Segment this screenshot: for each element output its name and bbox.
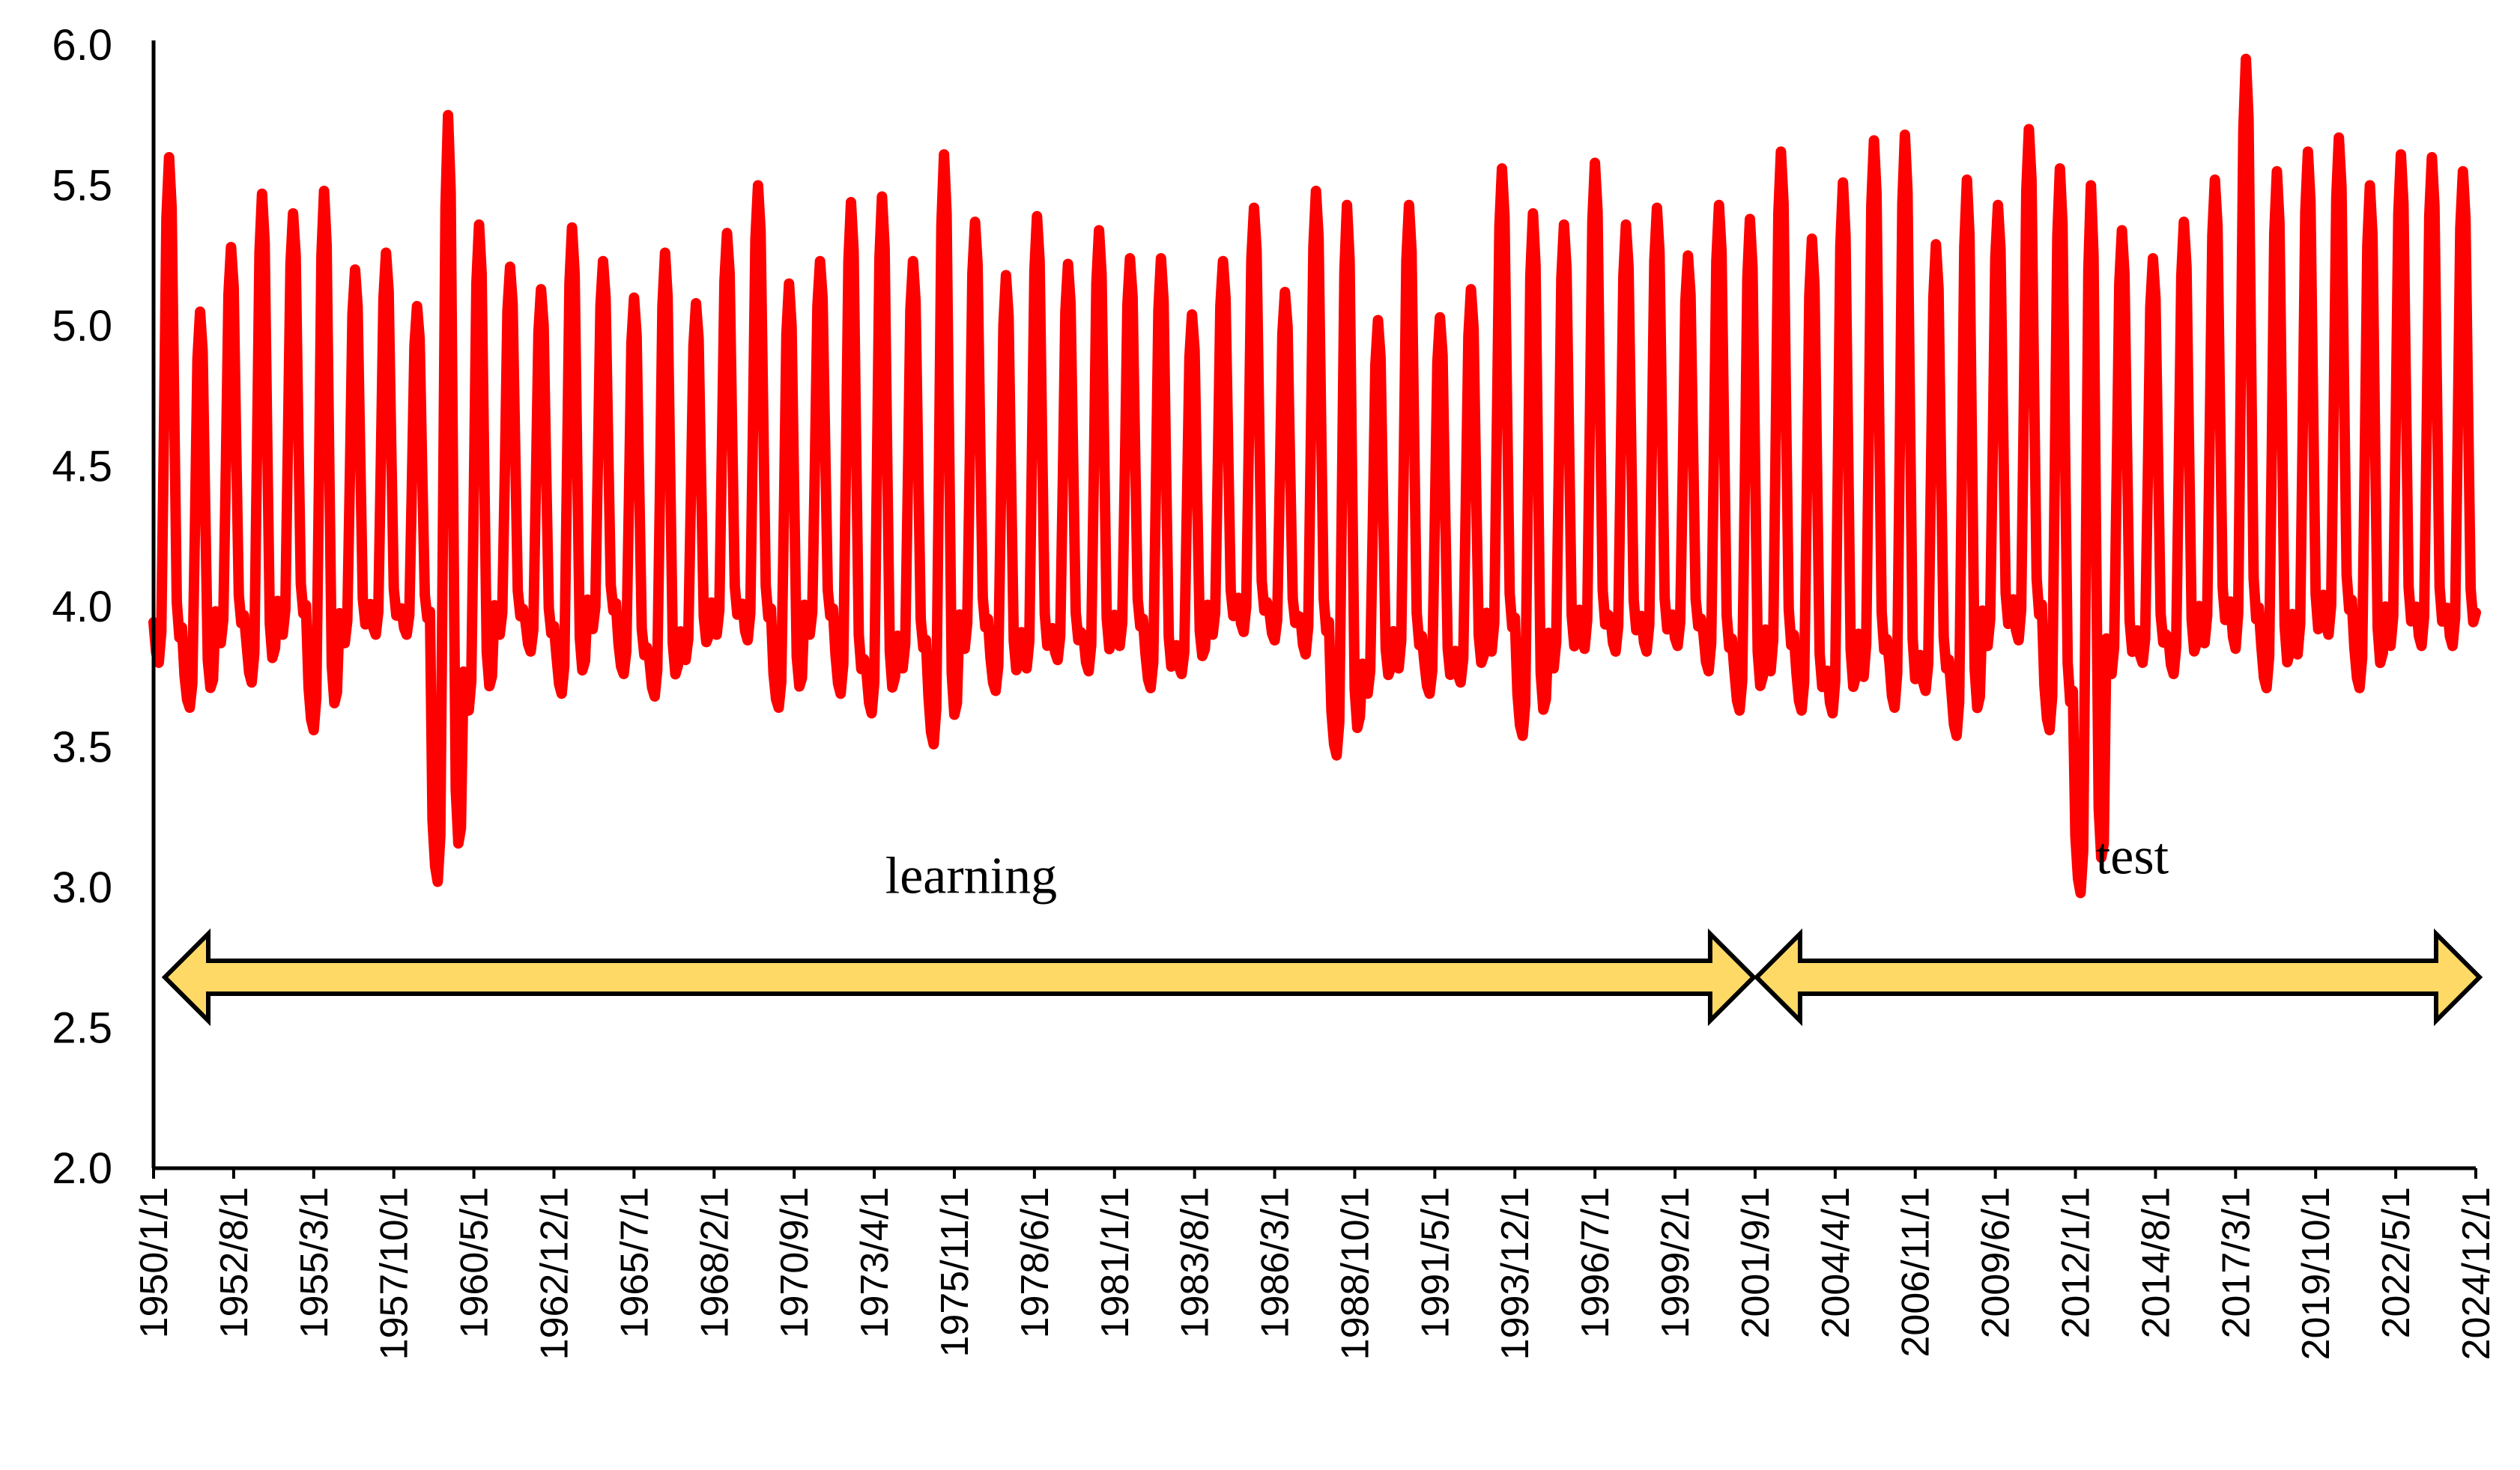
y-tick-label: 2.0 — [52, 1144, 112, 1193]
x-tick-label: 1996/7/1 — [1574, 1187, 1617, 1338]
x-tick-label: 1965/7/1 — [613, 1187, 656, 1338]
series-line — [148, 53, 2481, 899]
x-tick-label: 2006/11/1 — [1894, 1187, 1938, 1357]
learning-label: learning — [885, 848, 1057, 905]
y-tick-label: 3.5 — [52, 723, 112, 772]
x-tick-label: 2014/8/1 — [2134, 1187, 2178, 1338]
y-tick-label: 2.5 — [52, 1004, 112, 1053]
y-tick-label: 3.0 — [52, 863, 112, 912]
x-tick-label: 1999/2/1 — [1654, 1187, 1697, 1338]
x-tick-label: 2024/12/1 — [2455, 1187, 2498, 1360]
x-tick-label: 1950/1/1 — [133, 1187, 176, 1338]
x-tick-label: 1978/6/1 — [1014, 1187, 1057, 1338]
x-tick-label: 1975/11/1 — [933, 1187, 977, 1357]
y-tick-label: 6.0 — [52, 21, 112, 70]
x-tick-label: 2001/9/1 — [1734, 1187, 1778, 1338]
x-tick-label: 2019/10/1 — [2295, 1187, 2338, 1360]
x-tick-label: 1968/2/1 — [693, 1187, 736, 1338]
x-tick-label: 2004/4/1 — [1814, 1187, 1858, 1338]
x-tick-label: 1988/10/1 — [1333, 1187, 1377, 1360]
y-tick-label: 4.0 — [52, 583, 112, 631]
x-tick-label: 1983/8/1 — [1174, 1187, 1217, 1338]
x-tick-label: 1981/1/1 — [1094, 1187, 1137, 1338]
x-tick-label: 1955/3/1 — [293, 1187, 336, 1338]
x-tick-label: 1993/12/1 — [1494, 1187, 1537, 1360]
x-tick-label: 2012/1/1 — [2055, 1187, 2098, 1338]
y-tick-label: 4.5 — [52, 443, 112, 491]
x-axis-ticks: 1950/1/1 1952/8/1 1955/3/1 1957/10/1 1960/5/… — [133, 1168, 2498, 1360]
x-tick-label: 1960/5/1 — [453, 1187, 497, 1338]
y-axis-ticks: 2.0 2.5 3.0 3.5 4.0 4.5 5.0 5.5 6.0 — [52, 21, 112, 1193]
x-tick-label: 1986/3/1 — [1254, 1187, 1297, 1338]
x-tick-label: 2022/5/1 — [2375, 1187, 2418, 1338]
x-tick-label: 2017/3/1 — [2214, 1187, 2258, 1338]
x-tick-label: 1970/9/1 — [773, 1187, 817, 1338]
x-tick-label: 1991/5/1 — [1414, 1187, 1457, 1338]
learning-period-arrow — [161, 928, 1757, 1027]
y-tick-label: 5.0 — [52, 302, 112, 350]
test-period-arrow — [1753, 928, 2483, 1027]
x-tick-label: 1957/10/1 — [373, 1187, 417, 1360]
x-tick-label: 1952/8/1 — [213, 1187, 256, 1338]
x-tick-label: 1962/12/1 — [533, 1187, 576, 1360]
x-tick-label: 2009/6/1 — [1975, 1187, 2018, 1338]
x-tick-label: 1973/4/1 — [853, 1187, 897, 1338]
y-tick-label: 5.5 — [52, 162, 112, 210]
test-label: test — [2096, 827, 2169, 885]
